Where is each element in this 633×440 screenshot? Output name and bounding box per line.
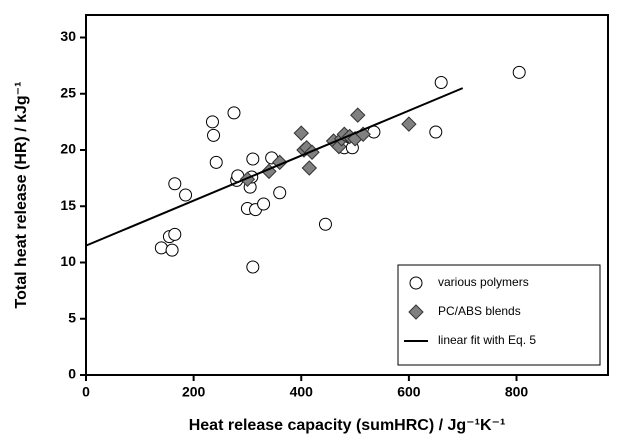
point [246,260,260,274]
legend-box [397,264,601,366]
point [154,241,168,255]
x-tick-label: 0 [82,384,90,400]
point [257,197,271,211]
fit-line [85,87,464,247]
point [168,177,182,191]
legend-label: various polymers [438,275,529,289]
x-tick-label: 600 [397,384,421,400]
point [401,116,417,132]
point [179,188,193,202]
point [429,125,443,139]
y-tick-label: 20 [60,141,76,157]
point [293,125,309,141]
legend-label: PC/ABS blends [438,304,521,318]
y-tick-label: 15 [60,197,76,213]
x-tick-label: 200 [182,384,206,400]
point [318,217,332,231]
point [434,76,448,89]
legend-marker [409,276,423,290]
point [227,106,241,120]
x-tick-label: 400 [290,384,314,400]
y-axis-title: Total heat release (HR) / kJg⁻¹ [13,82,30,309]
x-tick-label: 800 [505,384,529,400]
point [246,152,260,166]
y-tick-label: 5 [68,309,76,325]
point [350,107,366,123]
legend-marker [408,304,424,320]
point [209,155,223,169]
point [168,227,182,241]
point [512,65,526,79]
y-tick-label: 10 [60,253,76,269]
plot-frame [85,14,609,376]
legend-label: linear fit with Eq. 5 [438,333,536,347]
y-tick-label: 0 [68,366,76,382]
y-tick-label: 25 [60,84,76,100]
x-axis-title: Heat release capacity (sumHRC) / Jg⁻¹K⁻¹ [189,417,506,434]
point [205,115,219,129]
point [273,186,287,200]
point [301,160,318,176]
y-tick-label: 30 [60,28,76,44]
point [207,128,221,142]
point [165,243,179,257]
